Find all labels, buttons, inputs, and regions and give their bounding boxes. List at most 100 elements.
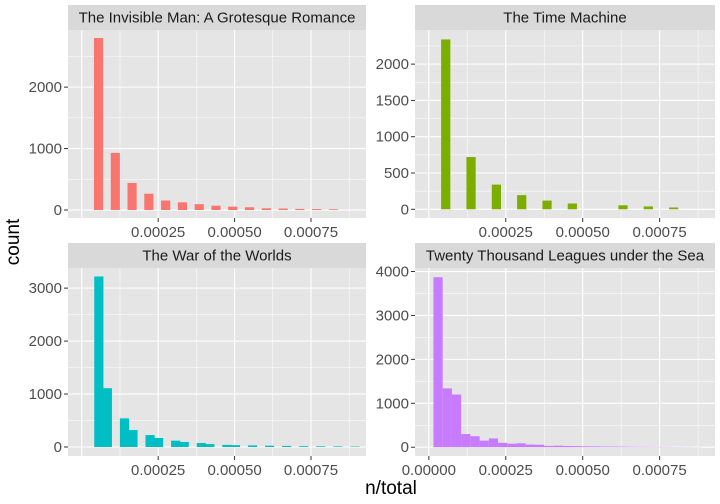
histogram-bar bbox=[312, 209, 322, 211]
y-axis-title: count bbox=[3, 218, 24, 265]
histogram-bars bbox=[94, 276, 360, 447]
histogram-bar bbox=[161, 200, 171, 211]
histogram-bar bbox=[470, 436, 480, 448]
facet-title: The Invisible Man: A Grotesque Romance bbox=[79, 10, 356, 27]
y-tick-label: 0 bbox=[401, 439, 409, 456]
y-tick-label: 500 bbox=[384, 165, 409, 182]
histogram-bar bbox=[316, 446, 326, 447]
panel-3: The War of the Worlds 0 1000 2000 3000 0.0002… bbox=[29, 243, 366, 479]
histogram-bar bbox=[525, 444, 535, 448]
histogram-bar bbox=[618, 446, 628, 448]
y-tick-label: 2000 bbox=[376, 56, 409, 73]
panel-4: Twenty Thousand Leagues under the Sea 0 10… bbox=[376, 243, 715, 479]
facet-title: Twenty Thousand Leagues under the Sea bbox=[426, 248, 705, 265]
x-tick-label: 0.00000 bbox=[402, 462, 456, 479]
histogram-bar bbox=[466, 157, 476, 210]
y-tick-label: 3000 bbox=[29, 280, 62, 297]
histogram-bar bbox=[230, 445, 241, 447]
y-tick-label: 1500 bbox=[376, 92, 409, 109]
histogram-bar bbox=[244, 207, 255, 211]
histogram-bar bbox=[228, 206, 238, 211]
histogram-bar bbox=[608, 446, 619, 448]
histogram-bar bbox=[177, 202, 188, 211]
x-tick-label: 0.00050 bbox=[556, 462, 610, 479]
histogram-bars bbox=[93, 37, 339, 211]
y-tick-label: 1000 bbox=[376, 395, 409, 412]
histogram-bar bbox=[618, 205, 628, 210]
panel-background bbox=[415, 268, 715, 456]
panel-background bbox=[415, 30, 715, 218]
y-tick-label: 4000 bbox=[376, 264, 409, 281]
histogram-bar bbox=[299, 446, 309, 447]
histogram-bar bbox=[581, 446, 591, 448]
histogram-bar bbox=[145, 435, 155, 447]
y-tick-label: 1000 bbox=[29, 141, 62, 158]
facet-strip bbox=[68, 243, 366, 268]
y-tick-label: 1000 bbox=[29, 386, 62, 403]
y-tick-label: 2000 bbox=[376, 351, 409, 368]
x-axis-title: n/total bbox=[365, 478, 417, 499]
y-tick-label: 0 bbox=[401, 201, 409, 218]
x-tick-label: 0.00025 bbox=[479, 462, 533, 479]
facet-title: The War of the Worlds bbox=[142, 248, 291, 265]
histogram-bar bbox=[553, 445, 563, 448]
histogram-bar bbox=[571, 446, 582, 448]
x-tick-label: 0.00050 bbox=[207, 462, 261, 479]
histogram-bar bbox=[507, 443, 517, 448]
histogram-bars bbox=[433, 277, 702, 448]
panel-background bbox=[68, 268, 366, 456]
panel-2: The Time Machine 0 500 1000 1500 2000 0.00025 0… bbox=[376, 5, 715, 241]
x-tick-label: 0.00025 bbox=[131, 462, 185, 479]
histogram-bar bbox=[535, 444, 545, 448]
histogram-bar bbox=[282, 445, 292, 447]
histogram-bar bbox=[599, 446, 609, 448]
histogram-bar bbox=[93, 37, 104, 211]
histogram-bar bbox=[643, 206, 653, 210]
histogram-bar bbox=[479, 440, 489, 448]
y-tick-label: 1000 bbox=[376, 129, 409, 146]
panels-group: The Invisible Man: A Grotesque Romance 0 1… bbox=[29, 5, 715, 479]
x-tick-label: 0.00025 bbox=[479, 224, 533, 241]
histogram-bar bbox=[264, 445, 275, 447]
histogram-bar bbox=[194, 204, 204, 211]
histogram-bar bbox=[295, 208, 305, 211]
histogram-bars bbox=[441, 39, 679, 210]
histogram-bar bbox=[669, 207, 679, 210]
histogram-bar bbox=[516, 443, 526, 448]
y-tick-label: 0 bbox=[54, 202, 62, 219]
x-tick-label: 0.00075 bbox=[284, 224, 338, 241]
histogram-bar bbox=[247, 445, 258, 447]
histogram-bar bbox=[498, 442, 508, 448]
histogram-bar bbox=[128, 430, 138, 447]
histogram-bar bbox=[154, 437, 164, 447]
histogram-bar bbox=[461, 434, 471, 448]
histogram-bar bbox=[102, 388, 112, 447]
histogram-bar bbox=[261, 208, 271, 211]
histogram-bar bbox=[451, 394, 462, 448]
y-tick-label: 2000 bbox=[29, 333, 62, 350]
histogram-bar bbox=[94, 276, 104, 447]
histogram-bar bbox=[567, 203, 577, 210]
grid-lines bbox=[415, 268, 715, 456]
histogram-bar bbox=[110, 152, 120, 211]
histogram-bar bbox=[179, 441, 189, 447]
histogram-bar bbox=[442, 388, 452, 448]
panel-1: The Invisible Man: A Grotesque Romance 0 1… bbox=[29, 5, 366, 241]
histogram-bar bbox=[333, 446, 343, 447]
histogram-bar bbox=[441, 39, 451, 210]
histogram-bar bbox=[544, 445, 554, 448]
histogram-bar bbox=[433, 277, 443, 448]
histogram-bar bbox=[196, 443, 206, 447]
histogram-bar bbox=[144, 193, 154, 211]
histogram-bar bbox=[205, 444, 215, 447]
histogram-bar bbox=[517, 195, 527, 210]
grid-lines bbox=[415, 30, 715, 218]
histogram-bar bbox=[590, 446, 600, 448]
histogram-bar bbox=[171, 440, 181, 447]
facet-strip bbox=[415, 5, 715, 30]
facet-strip bbox=[415, 243, 715, 268]
histogram-bar bbox=[328, 209, 339, 211]
histogram-bar bbox=[222, 444, 232, 447]
histogram-bar bbox=[562, 445, 572, 448]
